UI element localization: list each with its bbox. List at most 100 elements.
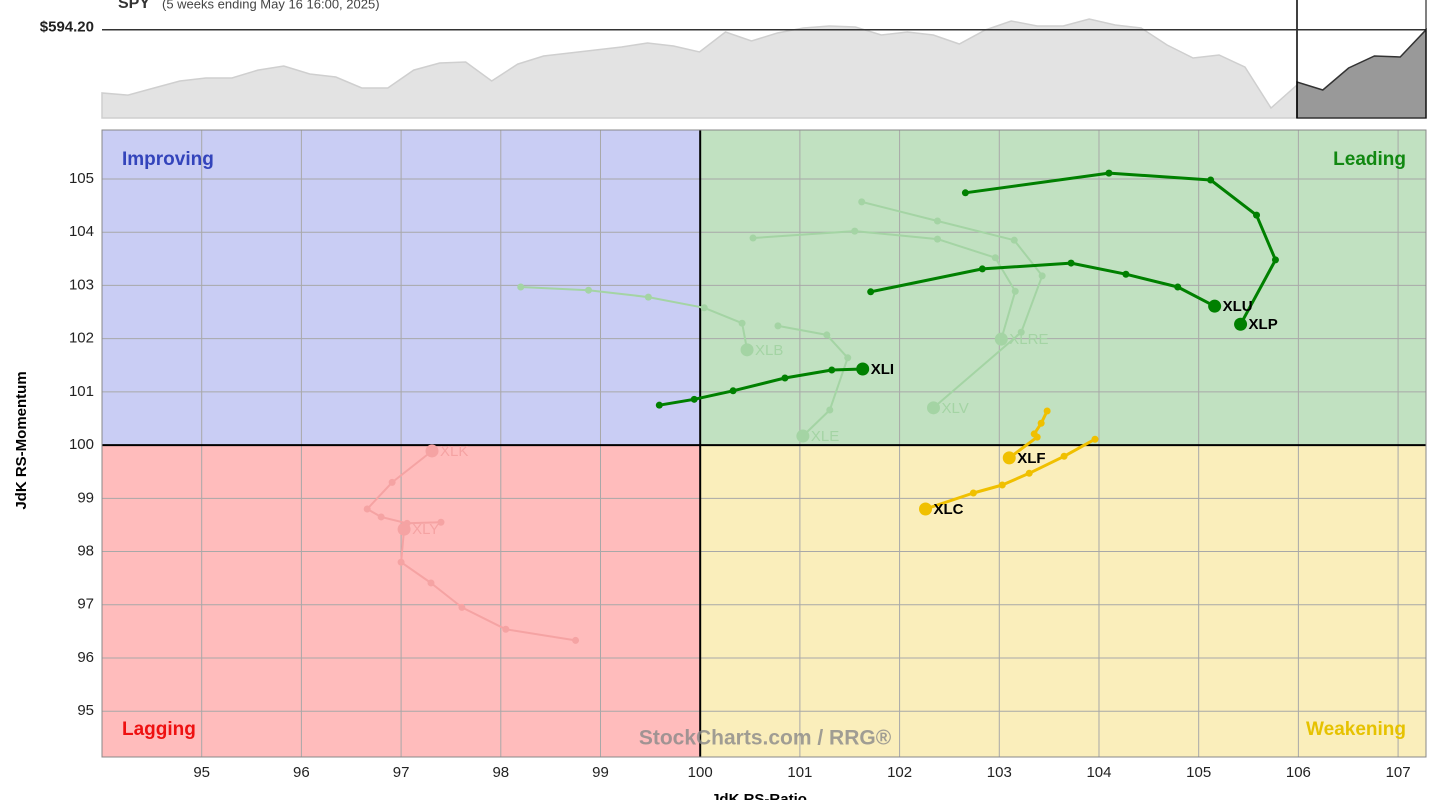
tail-head <box>919 502 933 516</box>
tail-point <box>1033 433 1041 441</box>
tail-point <box>1067 259 1075 267</box>
tail-point <box>655 401 663 409</box>
y-tick-label: 105 <box>69 170 94 187</box>
series-label: XLC <box>934 501 964 518</box>
x-tick-label: 104 <box>1086 764 1111 781</box>
series-label: XLB <box>755 342 783 359</box>
series-label: XLV <box>941 400 968 417</box>
tail-point <box>363 505 371 513</box>
quadrant-label: Lagging <box>122 719 196 740</box>
tail-line <box>924 437 1097 511</box>
tail-line <box>860 200 1044 409</box>
tail-point <box>933 235 941 243</box>
tail-point <box>781 374 789 382</box>
tail-line <box>519 286 749 351</box>
x-tick-label: 105 <box>1186 764 1211 781</box>
y-tick-label: 99 <box>77 489 94 506</box>
y-tick-label: 98 <box>77 543 94 560</box>
tail-point <box>867 288 875 296</box>
tail-point <box>991 254 999 262</box>
series-label: XLK <box>440 443 468 460</box>
tail-point <box>585 286 593 294</box>
tail-point <box>458 603 466 611</box>
tail-head <box>397 522 411 536</box>
tail-point <box>858 198 866 206</box>
tail-point <box>502 625 510 633</box>
series-label: XLI <box>871 361 894 378</box>
tail-head <box>1002 451 1016 465</box>
tail-point <box>1017 328 1025 336</box>
price-label: $594.20 <box>40 19 94 36</box>
tail-point <box>517 283 525 291</box>
y-tick-label: 100 <box>69 436 94 453</box>
x-tick-label: 102 <box>887 764 912 781</box>
x-tick-label: 103 <box>987 764 1012 781</box>
x-tick-label: 96 <box>293 764 310 781</box>
tail-head <box>856 362 870 376</box>
quadrant <box>700 130 1426 446</box>
tail-point <box>1037 419 1045 427</box>
series-label: XLP <box>1249 316 1278 333</box>
tail-point <box>1207 176 1215 184</box>
tail-point <box>1060 452 1068 460</box>
tail-line <box>400 528 577 642</box>
tail-point <box>1091 435 1099 443</box>
tail-line <box>657 367 865 407</box>
tail-point <box>1011 287 1019 295</box>
tail-point <box>1043 407 1051 415</box>
tail-point <box>729 387 737 395</box>
tail-point <box>823 331 831 339</box>
price-area <box>101 18 1298 119</box>
panel-title: SPY <box>118 0 150 12</box>
tail-point <box>1038 272 1046 280</box>
tail-point <box>1010 236 1018 244</box>
series-label: XLU <box>1223 298 1253 315</box>
tail-head <box>740 343 754 357</box>
x-tick-label: 98 <box>492 764 509 781</box>
tail-point <box>700 304 708 312</box>
x-tick-label: 95 <box>193 764 210 781</box>
tail-point <box>978 265 986 273</box>
y-tick-label: 97 <box>77 596 94 613</box>
tail-point <box>826 406 834 414</box>
quadrant-label: Improving <box>122 149 214 170</box>
tail-point <box>933 217 941 225</box>
tail-point <box>377 513 385 521</box>
tail-point <box>998 481 1006 489</box>
plot-border <box>101 129 1427 758</box>
quadrant-label: Weakening <box>1306 719 1406 740</box>
tail-point <box>844 354 852 362</box>
tail-line <box>366 450 442 525</box>
tail-point <box>851 227 859 235</box>
tail-point <box>774 322 782 330</box>
tail-line <box>869 261 1217 308</box>
x-tick-label: 106 <box>1286 764 1311 781</box>
tail-head <box>425 444 439 458</box>
tail-point <box>572 636 580 644</box>
quadrant-label: Leading <box>1333 149 1406 170</box>
y-tick-label: 104 <box>69 223 94 240</box>
tail-point <box>1253 211 1261 219</box>
tail-point <box>437 518 445 526</box>
watermark: StockCharts.com / RRG® <box>639 727 892 750</box>
y-axis-title: JdK RS-Momentum <box>13 371 30 509</box>
tail-head <box>796 429 810 443</box>
y-tick-label: 102 <box>69 330 94 347</box>
tail-point <box>1105 169 1113 177</box>
series-label: XLY <box>412 521 439 538</box>
tail-point <box>828 366 836 374</box>
y-tick-label: 101 <box>69 383 94 400</box>
tail-line <box>752 230 1017 341</box>
tail-point <box>1122 270 1130 278</box>
tail-point <box>388 478 396 486</box>
tail-point <box>738 319 746 327</box>
x-axis-title: JdK RS-Ratio <box>711 791 807 800</box>
tail-point <box>1271 256 1279 264</box>
tail-point <box>749 234 757 242</box>
tail-point <box>397 558 405 566</box>
x-tick-label: 100 <box>688 764 713 781</box>
x-tick-label: 107 <box>1386 764 1411 781</box>
tail-point <box>1025 469 1033 477</box>
